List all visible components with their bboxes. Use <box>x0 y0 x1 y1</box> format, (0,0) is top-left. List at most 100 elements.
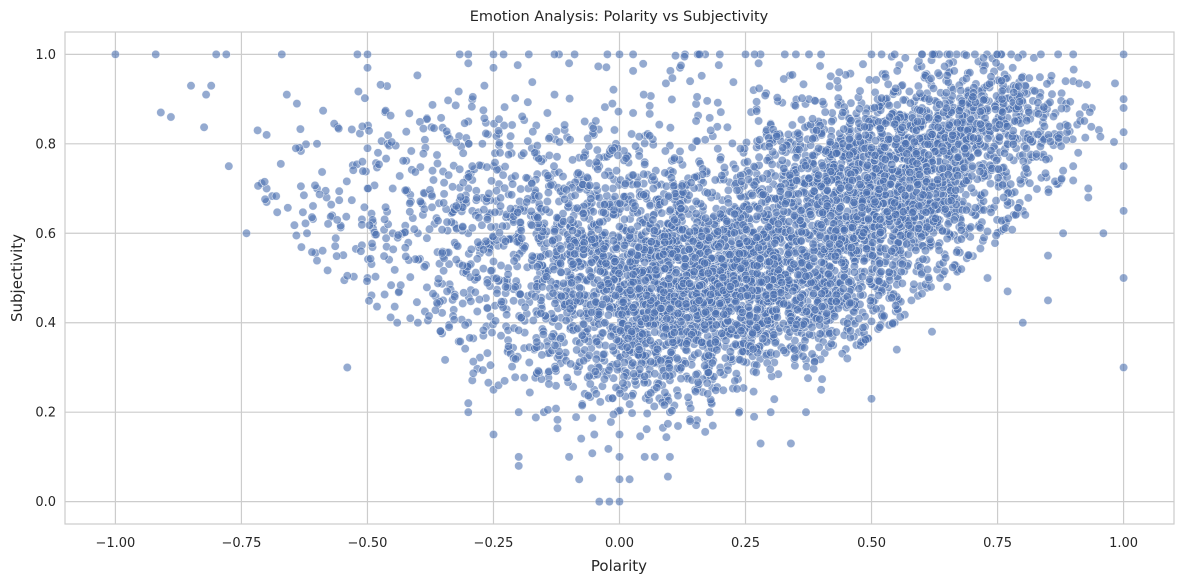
data-point <box>166 112 176 122</box>
data-point <box>370 272 380 282</box>
data-point <box>564 58 574 68</box>
data-point <box>697 71 707 81</box>
data-point <box>870 197 880 207</box>
data-point <box>891 210 901 220</box>
data-point <box>568 226 578 236</box>
data-point <box>543 188 553 198</box>
data-point <box>706 125 716 135</box>
data-point <box>670 51 680 61</box>
data-point <box>798 351 808 361</box>
data-point <box>913 223 923 233</box>
data-point <box>723 185 733 195</box>
data-point <box>838 284 848 294</box>
data-point <box>975 244 985 254</box>
data-point <box>887 246 897 256</box>
data-point <box>110 49 120 59</box>
data-point <box>654 120 664 130</box>
data-point <box>608 184 618 194</box>
data-point <box>640 159 650 169</box>
data-point <box>627 129 637 139</box>
data-point <box>580 117 590 127</box>
data-point <box>640 138 650 148</box>
data-point <box>754 152 764 162</box>
data-point <box>603 278 613 288</box>
data-point <box>826 211 836 221</box>
data-point <box>646 237 656 247</box>
data-point <box>565 94 575 104</box>
data-point <box>770 338 780 348</box>
data-point <box>868 238 878 248</box>
data-points <box>110 49 1129 507</box>
data-point <box>702 96 712 106</box>
data-point <box>614 429 624 439</box>
data-point <box>876 267 886 277</box>
data-point <box>488 256 498 266</box>
data-point <box>477 220 487 230</box>
data-point <box>602 191 612 201</box>
data-point <box>428 289 438 299</box>
data-point <box>884 134 894 144</box>
data-point <box>1025 178 1035 188</box>
data-point <box>991 196 1001 206</box>
data-point <box>778 143 788 153</box>
data-point <box>970 203 980 213</box>
data-point <box>634 284 644 294</box>
data-point <box>769 330 779 340</box>
data-point <box>888 318 898 328</box>
data-point <box>390 302 400 312</box>
data-point <box>507 120 517 130</box>
data-point <box>675 146 685 156</box>
data-point <box>713 98 723 108</box>
data-point <box>814 170 824 180</box>
data-point <box>649 226 659 236</box>
data-point <box>565 135 575 145</box>
data-point <box>547 236 557 246</box>
data-point <box>463 398 473 408</box>
data-point <box>764 142 774 152</box>
data-point <box>598 328 608 338</box>
data-point <box>822 176 832 186</box>
data-point <box>927 181 937 191</box>
data-point <box>809 253 819 263</box>
data-point <box>795 292 805 302</box>
data-point <box>1068 161 1078 171</box>
data-point <box>779 206 789 216</box>
data-point <box>362 63 372 73</box>
data-point <box>600 170 610 180</box>
data-point <box>956 234 966 244</box>
data-point <box>614 268 624 278</box>
data-point <box>818 161 828 171</box>
data-point <box>767 159 777 169</box>
data-point <box>808 114 818 124</box>
data-point <box>777 155 787 165</box>
data-point <box>909 279 919 289</box>
data-point <box>365 254 375 264</box>
data-point <box>648 172 658 182</box>
data-point <box>784 248 794 258</box>
data-point <box>420 135 430 145</box>
data-point <box>736 263 746 273</box>
data-point <box>780 199 790 209</box>
data-point <box>1008 63 1018 73</box>
data-point <box>875 258 885 268</box>
data-point <box>854 284 864 294</box>
data-point <box>866 49 876 59</box>
data-point <box>488 429 498 439</box>
data-point <box>1083 193 1093 203</box>
data-point <box>752 268 762 278</box>
data-point <box>1003 286 1013 296</box>
data-point <box>347 125 357 135</box>
data-point <box>611 166 621 176</box>
data-point <box>861 188 871 198</box>
data-point <box>1043 295 1053 305</box>
data-point <box>1119 103 1129 113</box>
data-point <box>553 321 563 331</box>
data-point <box>814 143 824 153</box>
data-point <box>1119 206 1129 216</box>
data-point <box>589 429 599 439</box>
data-point <box>931 214 941 224</box>
data-point <box>413 318 423 328</box>
data-point <box>779 299 789 309</box>
data-point <box>816 49 826 59</box>
data-point <box>793 270 803 280</box>
